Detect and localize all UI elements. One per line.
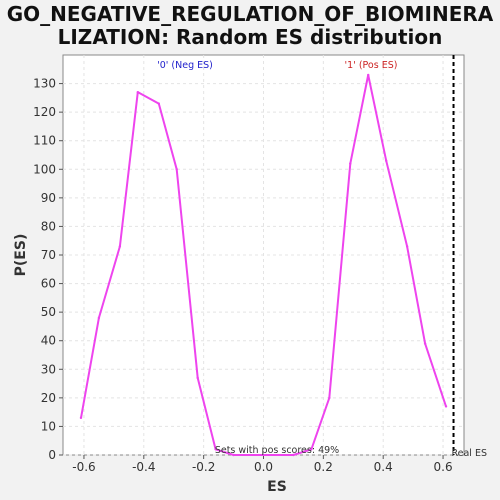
data-point: [97, 316, 101, 320]
y-tick-label: 50: [41, 305, 56, 319]
y-tick-label: 120: [33, 105, 56, 119]
neg-es-label: '0' (Neg ES): [157, 60, 213, 71]
x-tick-label: -0.4: [132, 460, 155, 474]
y-tick-label: 80: [41, 219, 56, 233]
x-tick-label: 0.2: [314, 460, 333, 474]
y-tick-label: 130: [33, 77, 56, 91]
data-point: [328, 396, 331, 400]
y-tick-label: 10: [41, 419, 56, 433]
real-es-label: Real ES: [451, 448, 487, 459]
data-point: [136, 90, 140, 94]
data-point: [349, 162, 352, 165]
data-point: [310, 448, 313, 451]
pos-es-label: '1' (Pos ES): [345, 60, 398, 71]
x-tick-label: 0.0: [254, 460, 273, 474]
data-point: [79, 416, 83, 420]
y-tick-label: 20: [41, 391, 56, 405]
data-point: [232, 453, 235, 457]
data-point: [118, 245, 122, 248]
data-point: [367, 73, 370, 77]
y-tick-label: 100: [33, 162, 56, 176]
es-distribution-line: [80, 74, 447, 456]
x-tick-label: -0.6: [72, 460, 95, 474]
data-point: [196, 376, 199, 380]
data-point: [384, 159, 388, 162]
chart-title-line-2: LIZATION: Random ES distribution: [58, 25, 443, 49]
series-layer: [79, 73, 448, 457]
data-point: [214, 448, 217, 451]
pos-scores-annotation: Sets with pos scores: 49%: [215, 445, 339, 456]
y-tick-label: 0: [48, 448, 56, 462]
data-point: [292, 453, 295, 457]
x-tick-label: -0.2: [192, 460, 215, 474]
y-tick-label: 30: [41, 362, 56, 376]
y-tick-label: 90: [41, 191, 56, 205]
data-point: [405, 245, 409, 248]
y-tick-label: 40: [41, 334, 56, 348]
y-tick-label: 60: [41, 277, 56, 291]
axes: -0.6 -0.4 -0.2 0.0 0.2 0.4 0.6 0 10 20 30 40 50 60 70 8…: [33, 77, 453, 474]
data-point: [423, 342, 427, 345]
x-tick-label: 0.6: [434, 460, 453, 474]
data-point: [175, 168, 178, 171]
y-tick-label: 70: [41, 248, 56, 262]
x-axis-label: ES: [267, 479, 287, 495]
y-tick-label: 110: [33, 134, 56, 148]
data-point: [444, 405, 448, 408]
y-axis-label: P(ES): [13, 234, 29, 277]
x-tick-label: 0.4: [374, 460, 393, 474]
data-point: [157, 102, 160, 105]
chart-title-line-1: GO_NEGATIVE_REGULATION_OF_BIOMINERA: [7, 2, 494, 26]
